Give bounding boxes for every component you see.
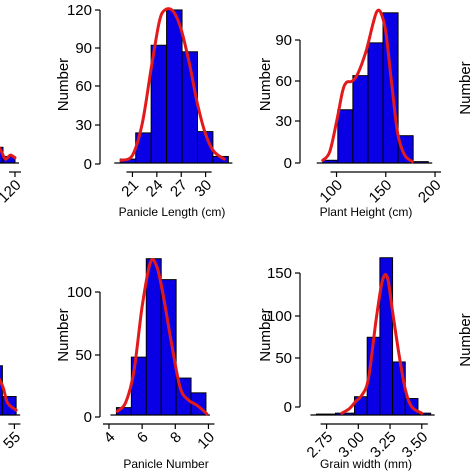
panel-5-y-tick-label-2: 50 <box>75 347 92 364</box>
panel-4-x-tick-label-1: 55 <box>0 429 24 453</box>
panel-3-y-axis-title: Number <box>257 58 274 111</box>
panel-1-density-curve <box>0 145 17 161</box>
panel-8-y-axis-title: Number <box>457 313 474 366</box>
panel-3-x-axis-title: Plant Height (cm) <box>320 205 413 219</box>
panel-2-y-tick-label-4: 90 <box>75 40 92 57</box>
panel-3-bar-4 <box>367 42 384 164</box>
panel-3-y-tick-label-4: 90 <box>275 32 292 49</box>
panel-3-density-curve <box>321 8 414 164</box>
panel-3-y-tick-label-3: 60 <box>275 73 292 90</box>
panel-2-y-tick-label-2: 30 <box>75 117 92 134</box>
panel-3-x-tick-label-1: 100 <box>316 177 346 207</box>
panel-3-y-tick-label-2: 30 <box>275 113 292 130</box>
panel-7-y-axis-title: Number <box>457 61 474 114</box>
panel-2-density-curve <box>119 7 226 162</box>
panel-2-y-axis-title: Number <box>55 58 72 111</box>
panel-5-y-axis-title: Number <box>55 308 72 361</box>
panel-2-x-tick-label-4: 30 <box>191 177 215 201</box>
panel-1-x-tick-label-1: 120 <box>0 177 25 207</box>
panel-3-x-tick-label-2: 150 <box>366 177 396 207</box>
panel-2-x-tick-label-1: 21 <box>118 177 142 201</box>
panel-6-y-tick-label-4: 150 <box>267 265 292 282</box>
panel-6-density-curve <box>340 273 424 415</box>
panel-6-bar-6 <box>392 361 406 416</box>
panel-3-x-tick-label-3: 200 <box>415 177 445 207</box>
panel-6-y-tick-label-1: 0 <box>284 399 292 416</box>
panel-3-y-tick-label-1: 0 <box>284 155 292 172</box>
panel-6-y-axis-title: Number <box>257 308 274 361</box>
panel-4-density-curve <box>0 377 18 412</box>
panel-3-bar-3 <box>352 75 369 164</box>
panel-5-bar-3 <box>145 258 162 416</box>
panel-5-x-tick-label-3: 8 <box>167 429 185 447</box>
panel-5-y-tick-label-1: 0 <box>84 409 92 426</box>
panel-5-x-tick-label-2: 6 <box>134 429 152 447</box>
panel-6-y-tick-label-2: 50 <box>275 350 292 367</box>
panel-5-x-axis-title: Panicle Number <box>123 457 208 471</box>
panel-6-y-tick-label-3: 100 <box>267 308 292 325</box>
panel-2-y-tick-label-1: 0 <box>84 156 92 173</box>
panel-2-y-tick-label-5: 120 <box>67 2 92 19</box>
panel-5-y-tick-label-3: 100 <box>67 284 92 301</box>
panel-2-x-tick-label-3: 27 <box>167 177 191 201</box>
panel-3-bar-2 <box>337 109 354 164</box>
panel-6-x-axis-title: Grain width (mm) <box>320 457 412 471</box>
panel-5-density-curve <box>115 257 209 416</box>
panel-5-x-tick-label-4: 10 <box>194 429 218 453</box>
panel-2-bar-4 <box>166 9 183 164</box>
panel-4-bar-1 <box>0 365 3 416</box>
panel-2-y-tick-label-3: 60 <box>75 78 92 95</box>
panel-5-x-tick-label-1: 4 <box>101 429 119 447</box>
panel-2-x-axis-title: Panicle Length (cm) <box>119 205 226 219</box>
panel-2-x-tick-label-2: 24 <box>143 177 167 201</box>
